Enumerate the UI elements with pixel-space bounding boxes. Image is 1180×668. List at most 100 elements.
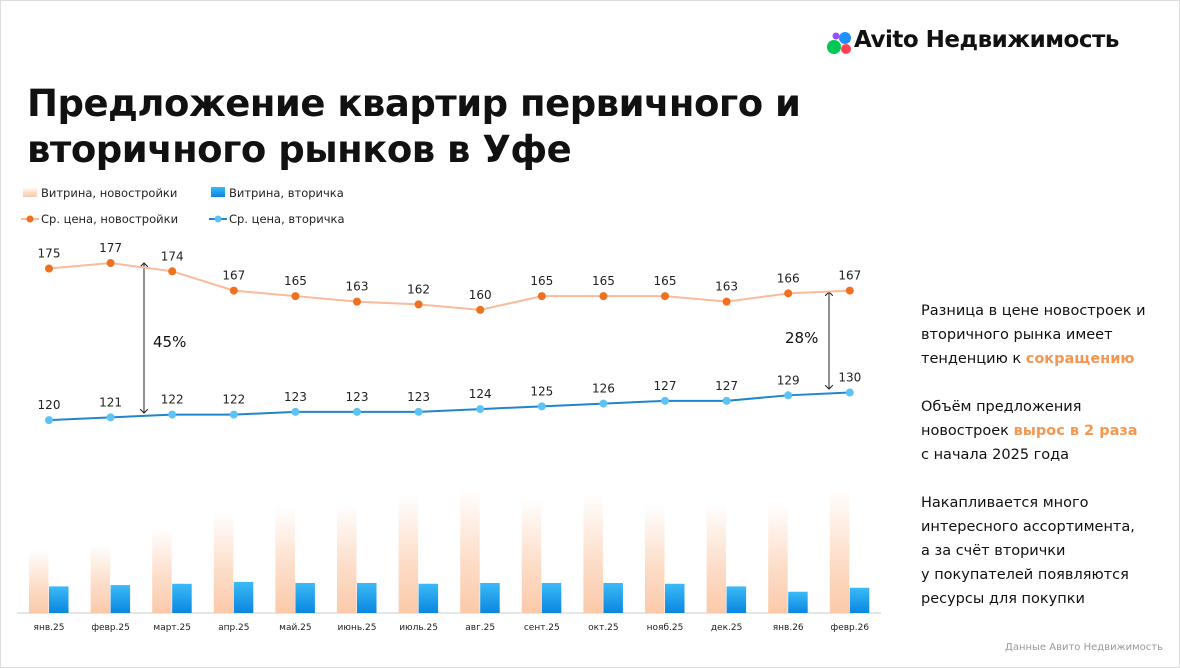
data-label: 130 [838, 371, 861, 385]
note-text: Накапливается много [921, 495, 1089, 511]
legend-swatch [211, 187, 225, 197]
x-tick-label: дек.25 [711, 623, 743, 633]
bar [152, 527, 172, 613]
bar [110, 585, 131, 613]
point [845, 286, 854, 295]
point [661, 292, 669, 301]
point [45, 416, 53, 425]
chart: 45% 28% янв.25 февр.25 март.25 апр.25 май.25… [17, 186, 881, 633]
data-label: 126 [592, 382, 615, 396]
x-tick-label: февр.26 [831, 623, 870, 633]
legend-swatch [26, 215, 34, 223]
note-text: интересного ассортимента, [921, 519, 1135, 535]
data-label: 129 [777, 373, 800, 387]
note-paragraph: Объём предложения новостроек вырос в 2 ра… [921, 395, 1146, 467]
x-tick-label: апр.25 [218, 623, 249, 633]
bar [849, 587, 870, 613]
note-line: вторичного рынка имеет [921, 323, 1146, 347]
bar [90, 543, 111, 613]
bar [583, 493, 603, 613]
bar [603, 582, 623, 613]
point [168, 410, 177, 419]
note-line: ресурсы для покупки [921, 587, 1146, 611]
data-label: 163 [346, 280, 369, 294]
point [599, 292, 608, 301]
title-line: Предложение квартир первичного и [27, 82, 801, 125]
legend-label: Витрина, новостройки [41, 186, 177, 200]
data-label: 165 [654, 274, 677, 288]
legend-swatch [214, 215, 222, 223]
bar [829, 488, 850, 613]
note-highlight: вырос в 2 раза [1013, 423, 1138, 439]
point [45, 264, 53, 273]
data-label: 163 [715, 280, 738, 294]
point [291, 407, 300, 416]
data-label: 165 [592, 274, 615, 288]
footer: Данные Авито Недвижимость [1005, 642, 1163, 653]
x-tick-label: янв.25 [34, 623, 65, 633]
note-text: новостроек [921, 423, 1014, 439]
bar [788, 591, 808, 613]
note-line: а за счёт вторички [921, 539, 1146, 563]
title: Предложение квартир первичного и вторичн… [27, 81, 801, 173]
point [168, 267, 177, 276]
bar [398, 493, 419, 613]
note-text: Объём предложения [921, 399, 1082, 415]
x-tick-label: март.25 [153, 623, 191, 633]
note-line: Объём предложения [921, 395, 1146, 419]
point [784, 391, 793, 400]
note-line: с начала 2025 года [921, 443, 1146, 467]
legend-swatch [23, 187, 37, 197]
data-label: 175 [38, 247, 61, 261]
annotation: 45% [153, 333, 186, 351]
point [784, 289, 793, 298]
legend-label: Витрина, вторичка [229, 186, 344, 200]
bar [337, 504, 357, 613]
bar [29, 549, 49, 613]
note-text: ресурсы для покупки [921, 591, 1085, 607]
x-tick-label: сент.25 [524, 623, 560, 633]
bar [275, 506, 295, 613]
point [476, 305, 485, 314]
data-label: 162 [407, 282, 430, 296]
bar [233, 581, 254, 613]
point [845, 388, 854, 397]
bar [460, 488, 480, 613]
note-line: Разница в цене новостроек и [921, 299, 1146, 323]
data-label: 120 [38, 398, 61, 412]
point [722, 297, 731, 306]
point [661, 396, 669, 405]
note-line: Накапливается много [921, 491, 1146, 515]
x-tick-label: февр.25 [91, 623, 130, 633]
bar [665, 583, 685, 613]
x-tick-label: янв.26 [773, 623, 804, 633]
point [722, 396, 731, 405]
note-paragraph: Разница в цене новостроек и вторичного ры… [921, 299, 1146, 371]
note-text: у покупателей появляются [921, 567, 1129, 583]
data-label: 127 [654, 379, 677, 393]
annotation: 28% [785, 329, 818, 347]
x-tick-label: май.25 [279, 623, 311, 633]
data-label: 160 [469, 288, 492, 302]
data-label: 123 [346, 390, 369, 404]
x-tick-label: нояб.25 [647, 623, 684, 633]
data-label: 127 [715, 379, 738, 393]
bar [295, 582, 315, 613]
point [353, 297, 361, 306]
x-tick-label: авг.25 [465, 623, 495, 633]
point [106, 259, 115, 268]
note-text: вторичного рынка имеет [921, 327, 1113, 343]
legend-label: Ср. цена, новостройки [41, 212, 178, 226]
bar [213, 512, 234, 613]
data-label: 123 [407, 390, 430, 404]
data-label: 122 [161, 393, 184, 407]
bar [521, 498, 542, 613]
bar [726, 586, 747, 613]
point [414, 300, 423, 309]
point [537, 292, 546, 301]
data-label: 167 [838, 269, 861, 283]
bar [706, 504, 727, 613]
notes: Разница в цене новостроек и вторичного ры… [921, 299, 1146, 635]
note-text: Разница в цене новостроек и [921, 303, 1146, 319]
